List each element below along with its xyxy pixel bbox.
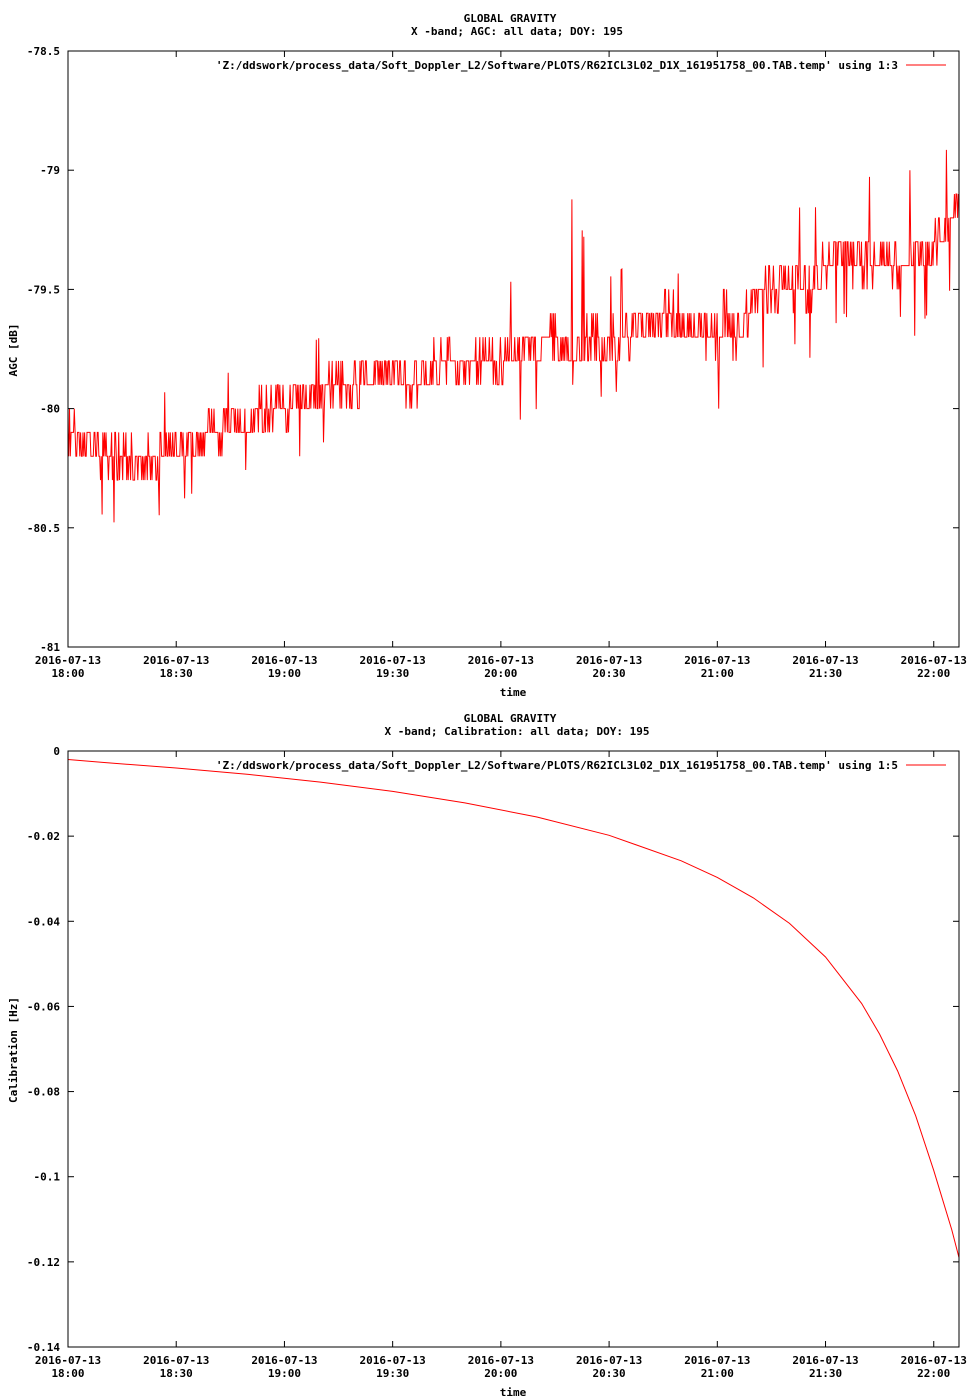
calibration-chart-xtick-date: 2016-07-13	[901, 1354, 967, 1367]
agc-chart-xtick-date: 2016-07-13	[251, 654, 317, 667]
calibration-chart-ytick-label: -0.02	[27, 830, 60, 843]
agc-chart-xtick-date: 2016-07-13	[576, 654, 642, 667]
agc-chart-plot-frame	[67, 50, 960, 648]
agc-chart-xtick-time: 19:00	[268, 667, 301, 680]
agc-chart-ylabel: AGC [dB]	[7, 324, 20, 377]
agc-chart-title: GLOBAL GRAVITY	[464, 12, 557, 25]
calibration-chart-xtick-time: 21:30	[809, 1367, 842, 1380]
calibration-chart-xtick-time: 19:00	[268, 1367, 301, 1380]
agc-chart-ytick-label: -79.5	[27, 283, 60, 296]
agc-chart-xlabel: time	[500, 686, 527, 699]
calibration-chart-xtick-date: 2016-07-13	[792, 1354, 858, 1367]
agc-chart-xtick-date: 2016-07-13	[684, 654, 750, 667]
agc-chart-xtick-time: 18:00	[51, 667, 84, 680]
agc-chart-xtick-date: 2016-07-13	[468, 654, 534, 667]
calibration-chart-xtick-time: 22:00	[917, 1367, 950, 1380]
calibration-chart-ylabel: Calibration [Hz]	[7, 997, 20, 1103]
agc-chart-xtick-date: 2016-07-13	[901, 654, 967, 667]
calibration-chart-x-axis: 2016-07-1318:002016-07-1318:302016-07-13…	[35, 751, 967, 1380]
calibration-chart-legend-label: 'Z:/ddswork/process_data/Soft_Doppler_L2…	[216, 759, 898, 772]
agc-chart-legend-label: 'Z:/ddswork/process_data/Soft_Doppler_L2…	[216, 59, 898, 72]
calibration-chart-ytick-label: 0	[53, 745, 60, 758]
agc-chart-xtick-time: 20:30	[593, 667, 626, 680]
calibration-chart-xtick-time: 20:00	[484, 1367, 517, 1380]
agc-chart-xtick-time: 22:00	[917, 667, 950, 680]
calibration-chart-xtick-time: 18:00	[51, 1367, 84, 1380]
agc-chart-ytick-label: -80	[40, 403, 60, 416]
calibration-chart-xtick-date: 2016-07-13	[251, 1354, 317, 1367]
calibration-chart-ytick-label: -0.08	[27, 1086, 60, 1099]
calibration-chart-xtick-date: 2016-07-13	[360, 1354, 426, 1367]
agc-chart-ytick-label: -78.5	[27, 45, 60, 58]
agc-chart-ytick-label: -80.5	[27, 522, 60, 535]
agc-chart-ytick-label: -81	[40, 641, 60, 654]
agc-chart-series-line	[67, 149, 959, 523]
calibration-chart-xtick-time: 20:30	[593, 1367, 626, 1380]
calibration-chart-xtick-time: 18:30	[160, 1367, 193, 1380]
agc-chart-subtitle: X -band; AGC: all data; DOY: 195	[411, 25, 623, 38]
agc-chart-marks	[67, 149, 959, 523]
calibration-chart-ytick-label: -0.12	[27, 1256, 60, 1269]
agc-chart-xtick-date: 2016-07-13	[143, 654, 209, 667]
calibration-chart-ytick-label: -0.1	[34, 1171, 61, 1184]
agc-chart-xtick-time: 18:30	[160, 667, 193, 680]
calibration-chart-series-line	[67, 759, 960, 1258]
calibration-chart: GLOBAL GRAVITY X -band; Calibration: all…	[7, 712, 967, 1399]
calibration-chart-xtick-date: 2016-07-13	[576, 1354, 642, 1367]
calibration-chart-xtick-date: 2016-07-13	[684, 1354, 750, 1367]
calibration-chart-xtick-date: 2016-07-13	[468, 1354, 534, 1367]
agc-chart-ytick-label: -79	[40, 164, 60, 177]
agc-chart-xtick-date: 2016-07-13	[360, 654, 426, 667]
calibration-chart-plot-frame	[67, 750, 960, 1348]
calibration-chart-ytick-label: -0.06	[27, 1000, 60, 1013]
calibration-chart-title: GLOBAL GRAVITY	[464, 712, 557, 725]
agc-chart-xtick-time: 19:30	[376, 667, 409, 680]
calibration-chart-ytick-label: -0.04	[27, 915, 60, 928]
agc-chart-xtick-date: 2016-07-13	[792, 654, 858, 667]
agc-chart: GLOBAL GRAVITY X -band; AGC: all data; D…	[7, 12, 967, 699]
calibration-chart-marks	[67, 759, 960, 1258]
agc-chart-xtick-date: 2016-07-13	[35, 654, 101, 667]
calibration-chart-y-axis: 0 -0.02 -0.04 -0.06 -0.08 -0.1 -0.12 -0.14	[27, 745, 959, 1354]
agc-chart-y-axis: -78.5 -79 -79.5 -80 -80.5 -81	[27, 45, 959, 654]
calibration-chart-xtick-date: 2016-07-13	[35, 1354, 101, 1367]
calibration-chart-xtick-time: 19:30	[376, 1367, 409, 1380]
agc-chart-xtick-time: 21:00	[701, 667, 734, 680]
agc-chart-x-axis: 2016-07-1318:002016-07-1318:302016-07-13…	[35, 51, 967, 680]
calibration-chart-xlabel: time	[500, 1386, 527, 1399]
agc-chart-xtick-time: 20:00	[484, 667, 517, 680]
calibration-chart-xtick-date: 2016-07-13	[143, 1354, 209, 1367]
agc-chart-xtick-time: 21:30	[809, 667, 842, 680]
calibration-chart-subtitle: X -band; Calibration: all data; DOY: 195	[385, 725, 650, 738]
calibration-chart-xtick-time: 21:00	[701, 1367, 734, 1380]
calibration-chart-ytick-label: -0.14	[27, 1341, 60, 1354]
